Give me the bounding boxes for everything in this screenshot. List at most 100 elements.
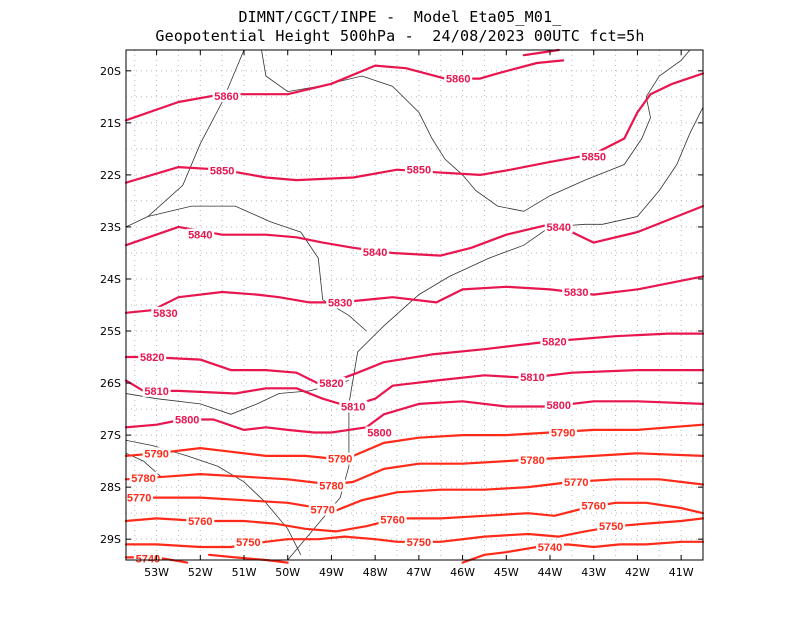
x-tick-label: 52W xyxy=(188,566,213,579)
contour-label-bg xyxy=(317,479,346,492)
border-sp-mg xyxy=(261,49,524,212)
x-tick-label: 41W xyxy=(669,566,694,579)
contour-label: 5790 xyxy=(328,454,352,466)
x-tick-label: 46W xyxy=(450,566,475,579)
contour-label-bg xyxy=(549,426,578,439)
y-tick-label: 29S xyxy=(100,533,121,546)
contour-label: 5780 xyxy=(319,481,343,493)
contour-label-bg xyxy=(579,499,608,512)
contour-label-bg xyxy=(212,89,241,102)
x-tick-label: 45W xyxy=(494,566,519,579)
contour-5790 xyxy=(124,423,705,460)
contour-label: 5750 xyxy=(407,537,431,549)
contour-label-bg xyxy=(404,163,433,176)
contour-label: 5750 xyxy=(599,521,623,533)
contour-label: 5820 xyxy=(140,352,164,364)
contour-5800 xyxy=(124,400,705,434)
contour-label: 5860 xyxy=(214,91,238,103)
contour-label: 5850 xyxy=(407,165,431,177)
contour-label-bg xyxy=(544,220,573,233)
chart-title-line-1: DIMNT/CGCT/INPE - Model Eta05_M01_ xyxy=(238,8,562,26)
contour-label: 5850 xyxy=(210,166,234,178)
contour-label-bg xyxy=(326,452,355,465)
x-tick-label: 48W xyxy=(363,566,388,579)
y-tick-label: 26S xyxy=(100,377,121,390)
x-axis-ticks: 53W 52W 51W 50W 49W 48W 47W 46W 45W 44W 43W 42W 41W xyxy=(144,50,694,579)
y-tick-label: 20S xyxy=(100,65,121,78)
contour-5750 xyxy=(208,553,289,564)
contour-5820 xyxy=(124,332,705,387)
x-tick-label: 47W xyxy=(406,566,431,579)
x-tick-label: 49W xyxy=(319,566,344,579)
contour-label: 5840 xyxy=(363,247,387,259)
contour-label-bg xyxy=(378,513,407,526)
x-tick-label: 51W xyxy=(232,566,257,579)
contour-label: 5770 xyxy=(127,493,151,505)
contour-label: 5790 xyxy=(551,428,575,440)
contour-label-bg xyxy=(361,245,390,258)
x-tick-label: 44W xyxy=(538,566,563,579)
contour-label: 5780 xyxy=(520,455,544,467)
y-tick-label: 25S xyxy=(100,325,121,338)
contour-label: 5830 xyxy=(328,297,352,309)
contour-label-bg xyxy=(133,552,162,565)
contour-label-bg xyxy=(540,335,569,348)
y-tick-label: 23S xyxy=(100,221,121,234)
contour-label-bg xyxy=(597,520,626,533)
contour-label: 5800 xyxy=(175,414,199,426)
height-contours xyxy=(124,48,705,564)
contour-label: 5820 xyxy=(542,336,566,348)
contour-label-bg xyxy=(562,285,591,298)
coastline xyxy=(287,107,704,561)
contour-label-bg xyxy=(208,164,237,177)
contour-label-bg xyxy=(186,514,215,527)
gridlines xyxy=(126,50,704,560)
contour-label-bg xyxy=(518,370,547,383)
x-tick-label: 42W xyxy=(625,566,650,579)
chart-title-line-2: Geopotential Height 500hPa - 24/08/2023 … xyxy=(155,27,645,45)
contour-label-bg xyxy=(326,296,355,309)
contour-label: 5760 xyxy=(380,514,404,526)
contour-label: 5840 xyxy=(547,222,571,234)
y-tick-label: 27S xyxy=(100,429,121,442)
contour-label-bg xyxy=(234,535,263,548)
y-tick-label: 21S xyxy=(100,117,121,130)
contour-label-bg xyxy=(173,413,202,426)
contour-5760 xyxy=(124,501,705,533)
contour-label-bg xyxy=(579,150,608,163)
border-mg-rj xyxy=(523,49,691,212)
contour-label-bg xyxy=(308,503,337,516)
contour-5830 xyxy=(124,275,705,314)
contour-label: 5770 xyxy=(310,505,334,517)
contour-5860 xyxy=(124,59,565,122)
contour-label-bg xyxy=(339,400,368,413)
contour-5780 xyxy=(124,452,705,486)
plot-frame xyxy=(125,49,704,561)
contour-label: 5810 xyxy=(520,372,544,384)
contour-label-bg xyxy=(151,306,180,319)
y-tick-label: 24S xyxy=(100,273,121,286)
contour-5740 xyxy=(461,540,705,564)
contour-label: 5820 xyxy=(319,378,343,390)
x-tick-label: 43W xyxy=(581,566,606,579)
x-tick-label: 53W xyxy=(144,566,169,579)
contour-label-bg xyxy=(142,447,171,460)
contour-label-bg xyxy=(365,426,394,439)
contour-5850 xyxy=(124,72,705,184)
contour-label: 5810 xyxy=(341,401,365,413)
contour-label-bg xyxy=(142,384,171,397)
contour-label: 5750 xyxy=(236,537,260,549)
contour-label: 5800 xyxy=(367,428,391,440)
contour-label: 5800 xyxy=(547,400,571,412)
contour-5840 xyxy=(124,205,705,257)
contour-label: 5860 xyxy=(446,74,470,86)
contour-label: 5740 xyxy=(136,553,160,565)
contour-label-bg xyxy=(129,471,158,484)
contour-label-bg xyxy=(317,377,346,390)
contour-label: 5810 xyxy=(144,386,168,398)
contour-label-bg xyxy=(518,454,547,467)
contour-label-bg xyxy=(186,228,215,241)
border-pr-sp xyxy=(147,205,367,332)
contour-label: 5760 xyxy=(581,500,605,512)
